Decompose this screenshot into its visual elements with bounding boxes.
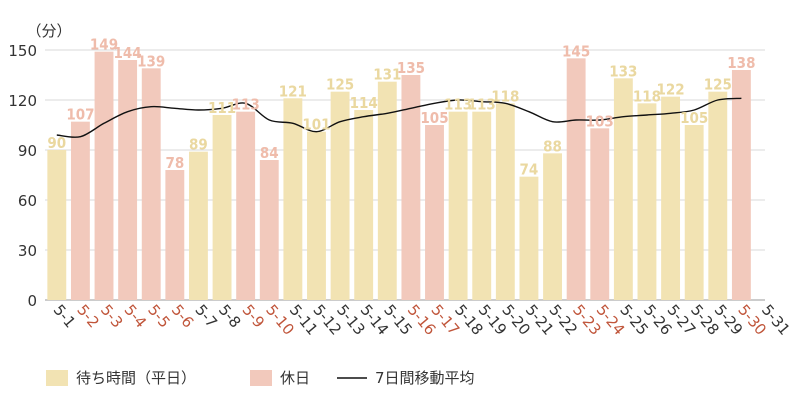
legend-label-moving-average: 7日間移動平均 <box>375 369 475 387</box>
data-label: 103 <box>586 112 614 130</box>
data-labels: 9010714914413978891111138412110112511413… <box>47 36 755 179</box>
data-label: 113 <box>444 96 472 114</box>
y-tick-label: 120 <box>8 92 37 110</box>
bar-5-15 <box>377 81 397 301</box>
x-tick-label: 5-5 <box>144 301 174 331</box>
x-tick-label: 5-1 <box>50 301 80 331</box>
data-label: 133 <box>609 62 637 80</box>
bar-5-1 <box>47 150 67 300</box>
data-label: 105 <box>680 109 708 127</box>
data-label: 118 <box>633 87 661 105</box>
y-tick-label: 0 <box>27 292 37 310</box>
data-label: 144 <box>114 44 142 62</box>
x-tick-label: 5-2 <box>73 301 103 331</box>
bar-5-9 <box>236 111 256 301</box>
bars <box>47 51 751 301</box>
y-tick-label: 30 <box>18 242 37 260</box>
bar-5-17 <box>425 125 444 300</box>
data-label: 107 <box>66 106 94 124</box>
data-label: 114 <box>350 94 378 112</box>
x-tick-label: 5-9 <box>239 301 269 331</box>
legend-swatch-weekday <box>46 370 68 386</box>
bar-5-4 <box>118 60 138 300</box>
y-tick-label: 150 <box>8 42 37 60</box>
legend-label-weekday: 待ち時間（平日） <box>76 369 196 387</box>
moving-average-series <box>56 97 742 138</box>
y-tick-label: 90 <box>18 142 37 160</box>
bar-5-7 <box>189 151 208 300</box>
x-tick-label: 5-4 <box>121 301 151 331</box>
bar-5-11 <box>283 98 303 300</box>
data-label: 118 <box>491 87 519 105</box>
bar-5-20 <box>495 103 515 300</box>
data-label: 125 <box>704 76 732 94</box>
data-label: 138 <box>727 54 755 72</box>
bar-5-25 <box>613 78 633 300</box>
data-label: 139 <box>137 52 165 70</box>
y-tick-label: 60 <box>18 192 37 210</box>
x-tick-label: 5-3 <box>97 301 127 331</box>
bar-5-5 <box>141 68 161 300</box>
x-axis: 5-15-25-35-45-55-65-75-85-95-105-115-125… <box>50 301 794 339</box>
data-label: 88 <box>543 137 562 155</box>
data-label: 89 <box>189 136 208 154</box>
bar-5-19 <box>472 111 492 301</box>
data-label: 90 <box>47 134 66 152</box>
legend-label-holiday: 休日 <box>280 369 310 387</box>
bar-5-27 <box>661 96 681 301</box>
data-label: 84 <box>260 144 279 162</box>
bar-5-16 <box>401 75 421 300</box>
x-tick-label: 5-6 <box>168 301 198 331</box>
bar-5-14 <box>354 110 374 300</box>
bar-5-2 <box>70 121 90 301</box>
data-label: 131 <box>373 66 401 84</box>
data-label: 113 <box>232 96 260 114</box>
x-tick-label: 5-7 <box>191 301 221 331</box>
data-label: 135 <box>397 59 425 77</box>
data-label: 111 <box>208 99 236 117</box>
data-label: 113 <box>468 96 496 114</box>
bar-5-8 <box>212 115 232 300</box>
bar-5-28 <box>684 125 704 300</box>
legend: 待ち時間（平日） 休日 7日間移動平均 <box>46 369 475 387</box>
data-label: 122 <box>656 81 684 99</box>
bar-5-24 <box>590 128 610 300</box>
bar-5-12 <box>307 131 326 300</box>
data-label: 125 <box>326 76 354 94</box>
data-label: 121 <box>279 82 307 100</box>
bar-5-21 <box>519 176 539 300</box>
bar-5-13 <box>330 91 350 301</box>
data-label: 149 <box>90 36 118 54</box>
bar-5-30 <box>731 70 751 300</box>
bar-5-10 <box>259 160 279 300</box>
data-label: 105 <box>420 109 448 127</box>
bar-5-6 <box>165 170 185 300</box>
x-tick-label: 5-8 <box>215 301 245 331</box>
y-axis-unit-label: （分） <box>26 22 71 40</box>
bar-5-3 <box>94 51 114 300</box>
data-label: 101 <box>302 116 330 134</box>
data-label: 78 <box>165 154 184 172</box>
bar-5-26 <box>637 103 657 300</box>
bar-5-18 <box>448 111 468 301</box>
y-axis: （分） 0 30 60 90 120 150 <box>8 22 71 310</box>
bar-5-29 <box>708 91 728 301</box>
data-label: 145 <box>562 42 590 60</box>
moving-average-line <box>56 97 742 138</box>
legend-swatch-holiday <box>250 370 272 386</box>
bar-5-22 <box>543 153 562 300</box>
data-label: 74 <box>520 161 539 179</box>
bar-5-23 <box>566 58 586 301</box>
